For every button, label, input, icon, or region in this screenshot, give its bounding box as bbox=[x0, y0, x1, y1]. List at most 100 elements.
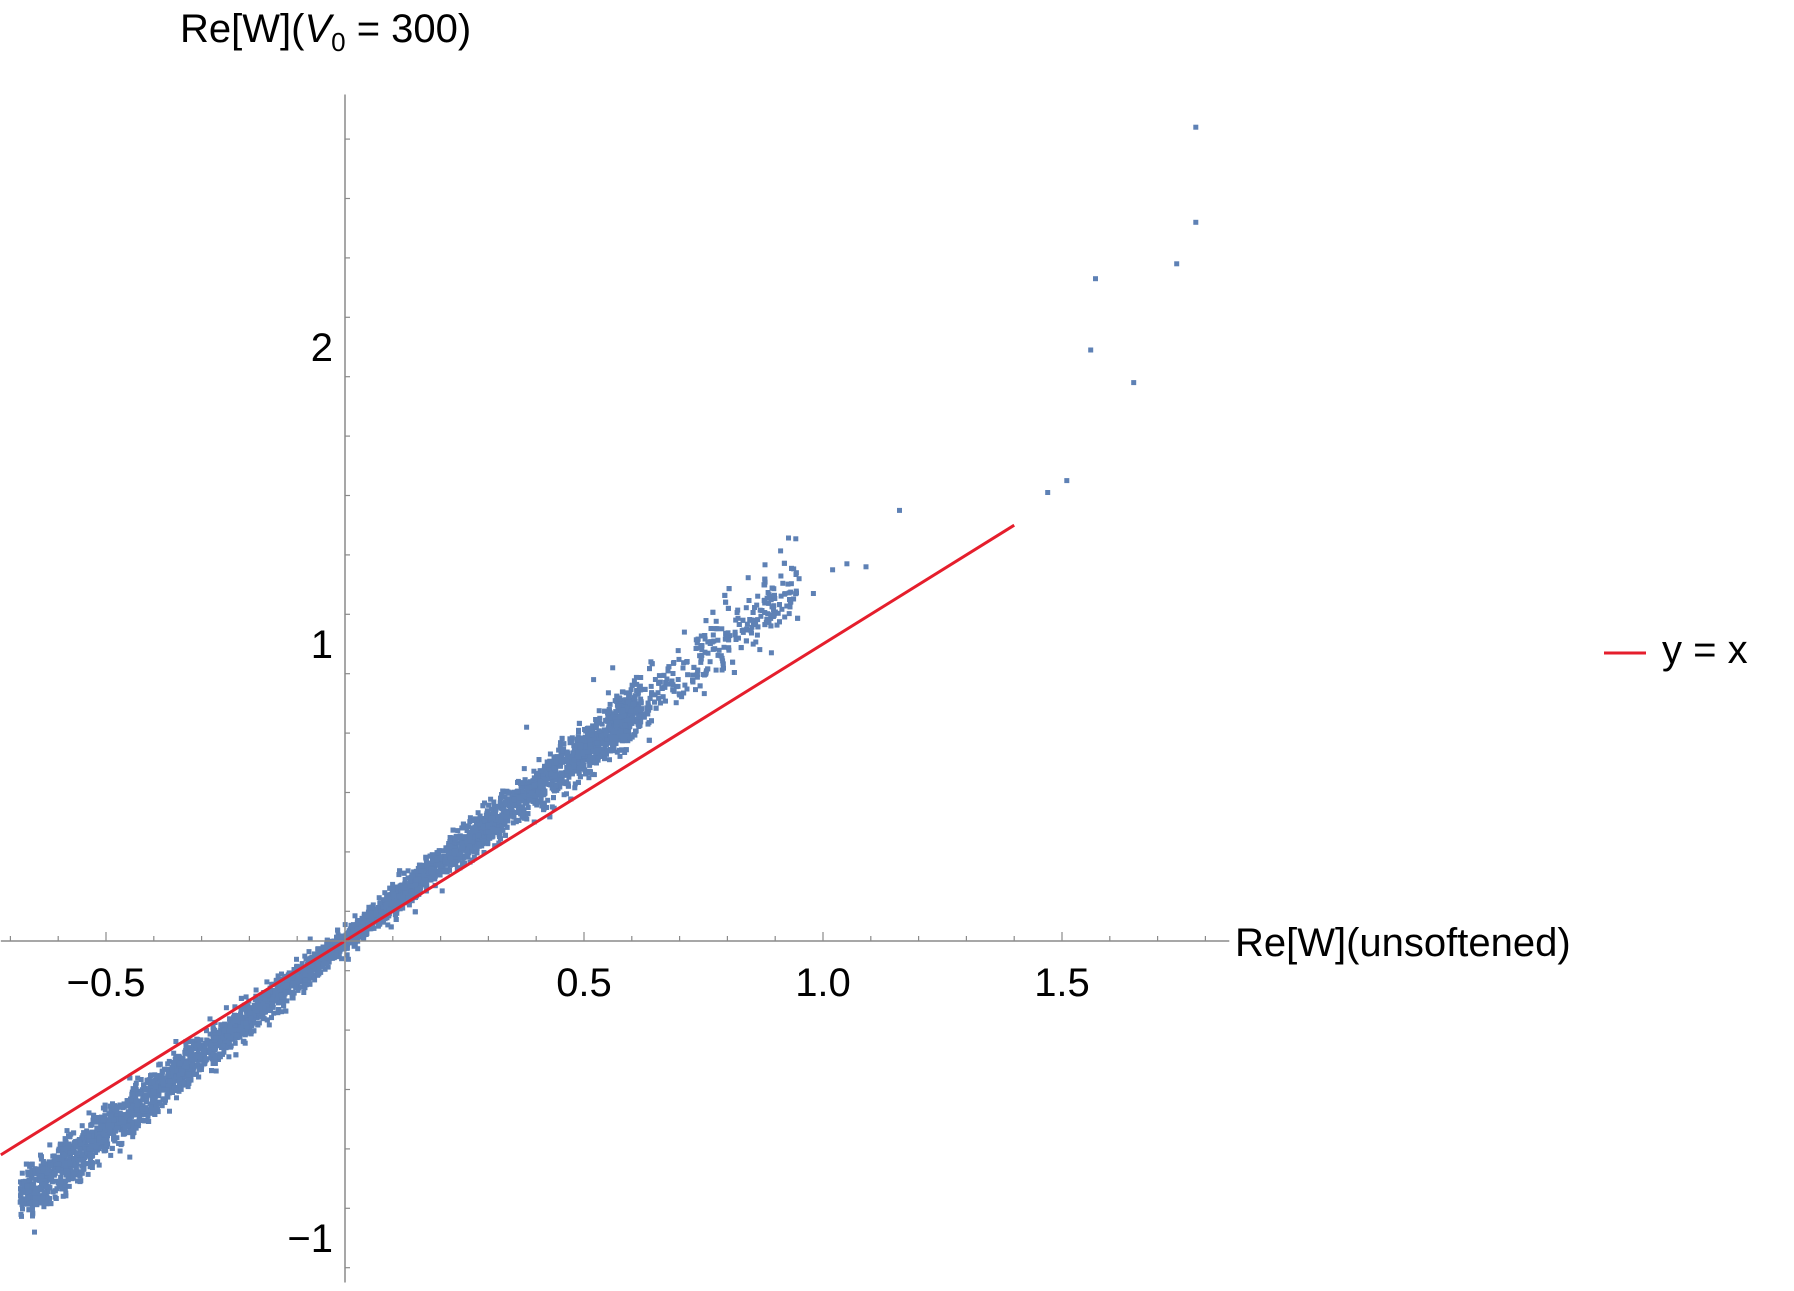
scatter-point bbox=[750, 610, 756, 615]
scatter-point bbox=[217, 1042, 223, 1048]
scatter-point bbox=[627, 724, 633, 730]
scatter-point bbox=[762, 610, 768, 615]
scatter-point bbox=[559, 735, 565, 741]
scatter-point bbox=[596, 708, 602, 714]
scatter-point bbox=[213, 1041, 219, 1047]
scatter-point bbox=[716, 647, 722, 653]
scatter-point bbox=[774, 622, 780, 628]
scatter-point bbox=[264, 990, 270, 996]
scatter-point bbox=[586, 746, 592, 752]
scatter-point bbox=[405, 868, 411, 874]
scatter-point bbox=[169, 1068, 175, 1073]
scatter-point bbox=[75, 1157, 81, 1163]
scatter-point bbox=[397, 868, 403, 874]
scatter-point bbox=[649, 718, 654, 724]
scatter-point bbox=[418, 868, 424, 874]
scatter-point bbox=[45, 1189, 51, 1194]
scatter-point bbox=[468, 848, 474, 854]
scatter-point bbox=[197, 1054, 203, 1060]
scatter-point bbox=[223, 1005, 229, 1011]
scatter-point bbox=[89, 1133, 95, 1139]
scatter-point bbox=[83, 1137, 89, 1143]
scatter-point bbox=[713, 667, 719, 673]
scatter-point bbox=[213, 1035, 219, 1041]
scatter-point bbox=[632, 732, 638, 738]
scatter-point bbox=[575, 759, 581, 765]
scatter-point bbox=[128, 1096, 133, 1102]
scatter-point bbox=[556, 771, 562, 777]
scatter-point bbox=[631, 678, 637, 684]
scatter-point bbox=[772, 610, 777, 616]
scatter-point bbox=[68, 1172, 74, 1178]
scatter-point bbox=[405, 875, 411, 881]
scatter-point bbox=[467, 819, 473, 825]
scatter-point bbox=[725, 605, 731, 611]
scatter-point bbox=[157, 1061, 163, 1067]
scatter-point bbox=[411, 886, 417, 892]
scatter-point bbox=[492, 803, 498, 809]
scatter-point bbox=[629, 720, 635, 726]
scatter-point bbox=[266, 1022, 272, 1028]
scatter-point bbox=[114, 1111, 120, 1117]
scatter-point bbox=[652, 692, 658, 698]
scatter-point bbox=[385, 922, 391, 928]
scatter-point bbox=[570, 759, 576, 765]
scatter-point bbox=[141, 1112, 147, 1117]
scatter-point bbox=[499, 792, 505, 798]
scatter-point bbox=[695, 636, 701, 642]
scatter-point bbox=[64, 1128, 70, 1134]
scatter-point bbox=[148, 1073, 153, 1079]
scatter-point bbox=[108, 1152, 114, 1158]
scatter-point bbox=[702, 649, 708, 655]
scatter-point bbox=[422, 874, 428, 879]
scatter-point bbox=[636, 701, 642, 707]
scatter-point bbox=[185, 1084, 191, 1090]
scatter-point bbox=[498, 805, 504, 811]
scatter-point bbox=[289, 990, 295, 996]
scatter-point bbox=[137, 1091, 143, 1097]
scatter-point bbox=[146, 1087, 152, 1093]
scatter-point bbox=[761, 582, 767, 588]
scatter-point bbox=[195, 1047, 201, 1053]
scatter-point bbox=[590, 727, 595, 733]
scatter-point bbox=[586, 775, 592, 781]
scatter-point bbox=[676, 691, 682, 697]
scatter-point bbox=[223, 1043, 229, 1049]
scatter-point bbox=[361, 911, 367, 917]
scatter-point bbox=[121, 1101, 127, 1107]
scatter-point bbox=[188, 1062, 194, 1068]
scatter-point bbox=[307, 936, 313, 942]
scatter-point bbox=[690, 672, 696, 678]
scatter-point bbox=[63, 1190, 69, 1196]
scatter-point bbox=[793, 536, 799, 542]
scatter-point bbox=[160, 1081, 166, 1087]
scatter-point bbox=[238, 995, 244, 1001]
scatter-point bbox=[232, 1035, 238, 1041]
scatter-point bbox=[660, 694, 666, 700]
scatter-point bbox=[51, 1153, 57, 1159]
scatter-point bbox=[613, 741, 619, 746]
scatter-point bbox=[480, 803, 486, 809]
scatter-point bbox=[26, 1177, 32, 1183]
scatter-point bbox=[302, 953, 308, 959]
scatter-point bbox=[775, 610, 781, 616]
scatter-point bbox=[647, 666, 652, 672]
scatter-point bbox=[383, 909, 389, 915]
scatter-point bbox=[617, 721, 623, 727]
scatter-point bbox=[212, 1031, 218, 1037]
scatter-point bbox=[585, 733, 591, 738]
scatter-point bbox=[626, 728, 632, 734]
scatter-point bbox=[46, 1167, 51, 1172]
scatter-point bbox=[197, 1052, 203, 1057]
scatter-point bbox=[127, 1100, 133, 1105]
scatter-point bbox=[721, 644, 727, 650]
scatter-point bbox=[125, 1123, 131, 1129]
scatter-point bbox=[741, 627, 747, 633]
scatter-point bbox=[544, 759, 550, 765]
scatter-point bbox=[371, 925, 377, 931]
scatter-point bbox=[663, 680, 669, 685]
scatter-point bbox=[499, 812, 505, 818]
scatter-point bbox=[795, 615, 801, 621]
scatter-point bbox=[459, 840, 465, 846]
scatter-point bbox=[276, 989, 281, 995]
